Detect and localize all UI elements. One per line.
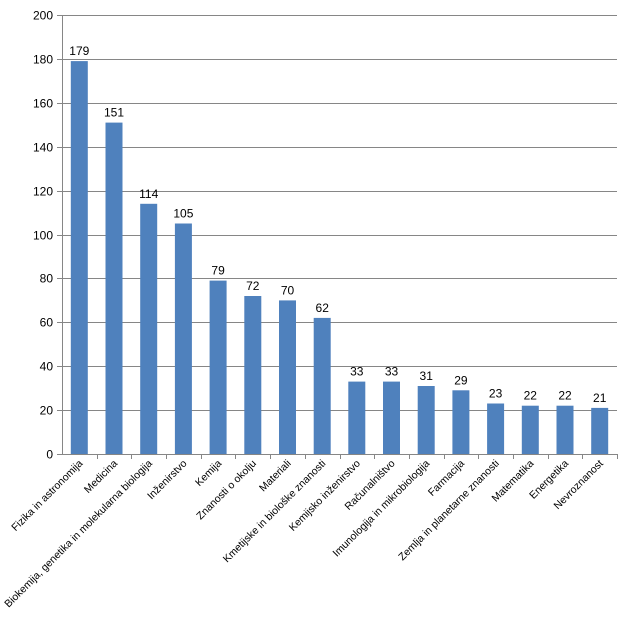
x-axis: Fizika in astronomijaMedicinaBiokemija, … (2, 454, 618, 611)
bars (70, 61, 609, 454)
bar (244, 296, 262, 454)
data-label: 22 (558, 389, 572, 403)
bar (313, 317, 331, 454)
bar (591, 407, 609, 454)
data-label: 79 (211, 264, 225, 278)
category-label: Fizika in astronomija (9, 458, 85, 534)
bar (521, 405, 539, 454)
y-tick-label: 80 (40, 272, 54, 286)
y-tick-label: 100 (33, 229, 53, 243)
y-tick-label: 140 (33, 141, 53, 155)
bar (279, 300, 296, 454)
bar (348, 381, 366, 454)
bar (70, 61, 88, 454)
bar (383, 381, 400, 454)
data-label: 29 (454, 373, 468, 387)
data-label: 22 (524, 389, 538, 403)
data-label: 62 (316, 301, 330, 315)
y-tick-label: 60 (40, 316, 54, 330)
bar (209, 280, 227, 454)
y-tick-label: 40 (40, 360, 54, 374)
data-label: 21 (593, 391, 607, 405)
data-label: 72 (246, 279, 260, 293)
data-label: 33 (350, 365, 364, 379)
y-axis: 0 20 40 60 80 100 120 140 160 180 200 (33, 9, 63, 462)
data-labels: 179 151 114 105 79 72 70 62 33 33 31 29 23 22 22 21 (69, 44, 606, 405)
data-label: 23 (489, 387, 503, 401)
bar (174, 223, 192, 454)
data-label: 105 (173, 207, 193, 221)
data-label: 33 (385, 365, 399, 379)
y-tick-label: 20 (40, 404, 54, 418)
data-label: 70 (281, 283, 295, 297)
bar (487, 403, 505, 454)
bar (140, 203, 158, 454)
category-label: Kemija (193, 458, 224, 489)
bar (556, 405, 574, 454)
data-label: 114 (139, 187, 158, 201)
bar (452, 390, 470, 454)
y-tick-label: 200 (33, 9, 53, 23)
data-label: 31 (420, 369, 434, 383)
y-tick-label: 0 (46, 448, 53, 462)
bar (417, 386, 435, 454)
category-label: Znanosti o okolju (194, 458, 259, 523)
y-tick-label: 120 (33, 185, 53, 199)
bar (105, 122, 123, 454)
y-tick-label: 160 (33, 97, 53, 111)
category-label: Biokemija, genetika in molekularna biolo… (2, 458, 155, 611)
data-label: 151 (104, 106, 124, 120)
data-label: 179 (69, 44, 89, 58)
y-tick-label: 180 (33, 53, 53, 67)
